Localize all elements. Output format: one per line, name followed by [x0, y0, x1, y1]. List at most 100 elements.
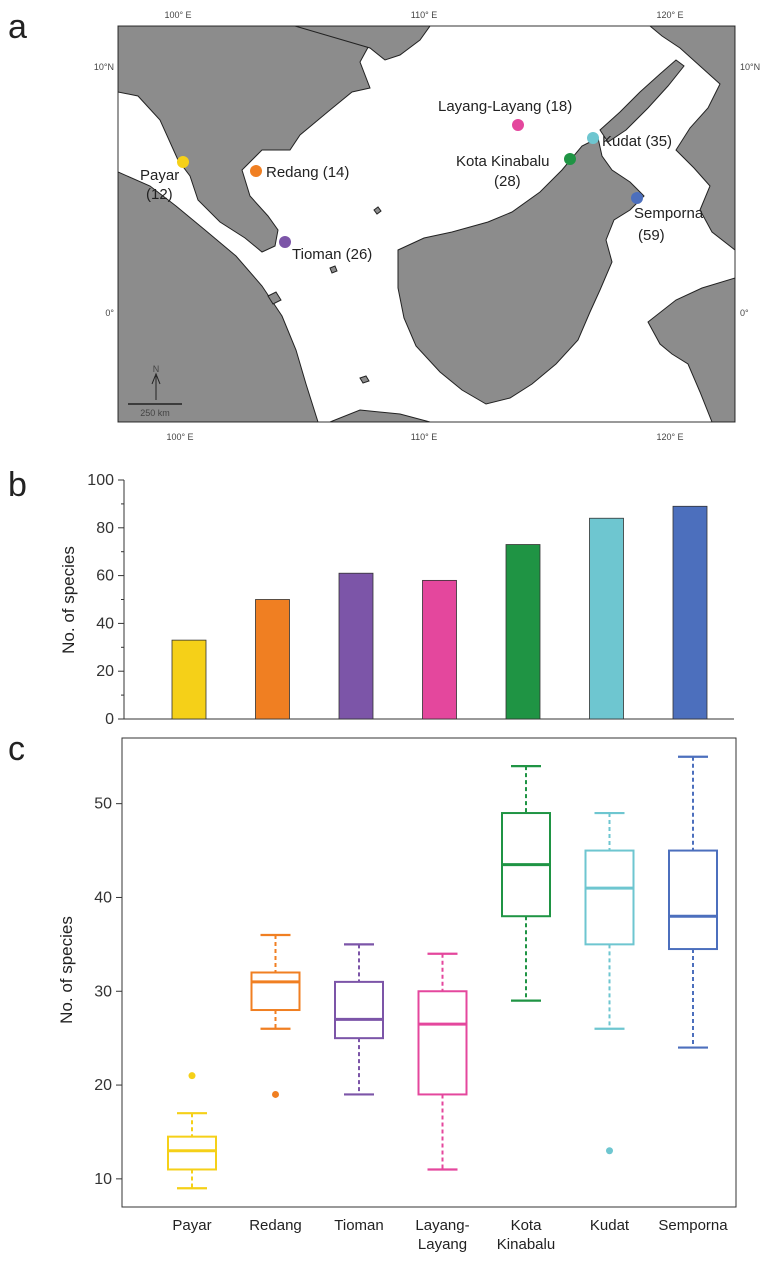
box-x-label-payar: Payar: [172, 1217, 211, 1234]
box-payar: [167, 1072, 217, 1190]
land-small-island: [267, 291, 282, 305]
sites-layer: Payar (12) Redang (14) Tioman (26) Layan…: [140, 98, 704, 263]
box-x-label-kudat: Kudat: [590, 1217, 630, 1234]
box-y-tick-label: 10: [94, 1171, 112, 1188]
panel-letter-b: b: [8, 466, 27, 504]
box-x-label-layang: Layang: [418, 1236, 467, 1253]
panel-letter-a: a: [8, 8, 27, 46]
box-kudat: [584, 811, 635, 1155]
box-x-label-tioman: Tioman: [334, 1217, 383, 1234]
bar-payar: [171, 639, 207, 720]
land-vietnam: [294, 26, 431, 61]
iqr-box: [668, 849, 718, 951]
bar-y-ticks: 0 20 40 60 80 100: [87, 472, 124, 728]
site-label-redang: Redang (14): [266, 164, 349, 181]
bar-y-tick-label: 40: [96, 615, 114, 632]
box-redang: [250, 933, 301, 1098]
map-panel: 100° E 110° E 120° E 100° E 110° E 120° …: [94, 10, 760, 442]
lat-label-0-left: 0°: [105, 308, 114, 318]
site-count-semporna: (59): [638, 227, 665, 244]
box-x-labels: Payar Redang Tioman Layang- Layang Kota Kinaba…: [172, 1217, 728, 1253]
site-marker-kudat: [587, 132, 599, 144]
box-y-axis-label: No. of species: [57, 916, 76, 1024]
outlier-point: [606, 1147, 613, 1155]
site-marker-layang: [512, 119, 524, 131]
bar-tioman: [338, 572, 374, 720]
site-marker-kota: [564, 153, 576, 165]
iqr-box: [417, 990, 468, 1096]
land-sulawesi: [647, 277, 735, 422]
bar-kota: [505, 544, 541, 720]
lon-label-120-top: 120° E: [656, 10, 683, 20]
bar-y-tick-label: 100: [87, 472, 114, 489]
box-layang: [417, 952, 468, 1171]
site-label-semporna: Semporna: [634, 205, 704, 222]
bar-y-tick-label: 80: [96, 520, 114, 537]
bar-layang: [422, 579, 457, 720]
site-label-tioman: Tioman (26): [292, 246, 372, 263]
box-y-tick-label: 50: [94, 796, 112, 813]
lat-label-10n-left: 10°N: [94, 62, 114, 72]
iqr-box: [250, 971, 301, 1012]
site-marker-tioman: [279, 236, 291, 248]
box-x-label-redang: Redang: [249, 1217, 302, 1234]
lon-label-100-top: 100° E: [164, 10, 191, 20]
land-borneo: [397, 137, 645, 405]
lon-label-110-top: 110° E: [411, 10, 437, 20]
box-y-tick-label: 30: [94, 983, 112, 1000]
box-plot: 10 20 30 40 50 Payar Redang Tioman Layang- Layan…: [57, 737, 737, 1253]
land-small-island: [373, 206, 382, 215]
box-x-label-layang: Layang-: [415, 1217, 469, 1234]
bar-y-axis-label: No. of species: [59, 546, 78, 654]
iqr-box: [334, 980, 384, 1040]
site-count-payar: (12): [146, 186, 173, 203]
bar-redang: [255, 599, 290, 720]
box-x-label-kota: Kinabalu: [497, 1236, 555, 1253]
site-marker-semporna: [631, 192, 643, 204]
land-palawan: [599, 59, 685, 143]
site-count-kota: (28): [494, 173, 521, 190]
land-philippines: [649, 26, 735, 251]
lon-label-100-bottom: 100° E: [166, 432, 193, 442]
site-label-kota: Kota Kinabalu: [456, 153, 549, 170]
north-arrow-icon: N: [151, 364, 161, 400]
bar-y-tick-label: 60: [96, 568, 114, 585]
box-y-tick-label: 40: [94, 889, 112, 906]
bar-y-tick-label: 0: [105, 711, 114, 728]
box-x-label-kota: Kota: [511, 1217, 543, 1234]
outlier-point: [188, 1072, 196, 1080]
site-label-layang: Layang-Layang (18): [438, 98, 572, 115]
bar-chart: 0 20 40 60 80 100 No. of species: [59, 472, 734, 728]
box-marks: [167, 755, 718, 1190]
north-label: N: [153, 364, 160, 374]
outlier-point: [272, 1090, 279, 1098]
site-label-payar: Payar: [140, 167, 179, 184]
lon-label-110-bottom: 110° E: [411, 432, 437, 442]
iqr-box: [167, 1135, 217, 1171]
lat-label-0-right: 0°: [740, 308, 749, 318]
lat-label-10n-right: 10°N: [740, 62, 760, 72]
box-kota: [501, 765, 551, 1002]
landmasses: [118, 26, 735, 422]
bar-y-tick-label: 20: [96, 663, 114, 680]
box-semporna: [668, 755, 718, 1049]
bar-marks: [171, 505, 708, 720]
iqr-box: [584, 849, 635, 946]
box-y-ticks: 10 20 30 40 50: [94, 796, 122, 1188]
lon-label-120-bottom: 120° E: [656, 432, 683, 442]
site-marker-redang: [250, 165, 262, 177]
scale-bar-label: 250 km: [140, 408, 170, 418]
box-x-label-semporna: Semporna: [658, 1217, 728, 1234]
site-marker-payar: [177, 156, 189, 168]
box-tioman: [334, 943, 384, 1096]
land-small-island: [359, 375, 370, 384]
box-plot-frame: [121, 737, 737, 1208]
panel-letter-c: c: [8, 730, 25, 768]
bar-semporna: [672, 505, 708, 720]
land-java: [329, 409, 431, 422]
land-small-island: [329, 265, 338, 274]
bar-kudat: [589, 517, 624, 720]
box-y-tick-label: 20: [94, 1077, 112, 1094]
site-label-kudat: Kudat (35): [602, 133, 672, 150]
